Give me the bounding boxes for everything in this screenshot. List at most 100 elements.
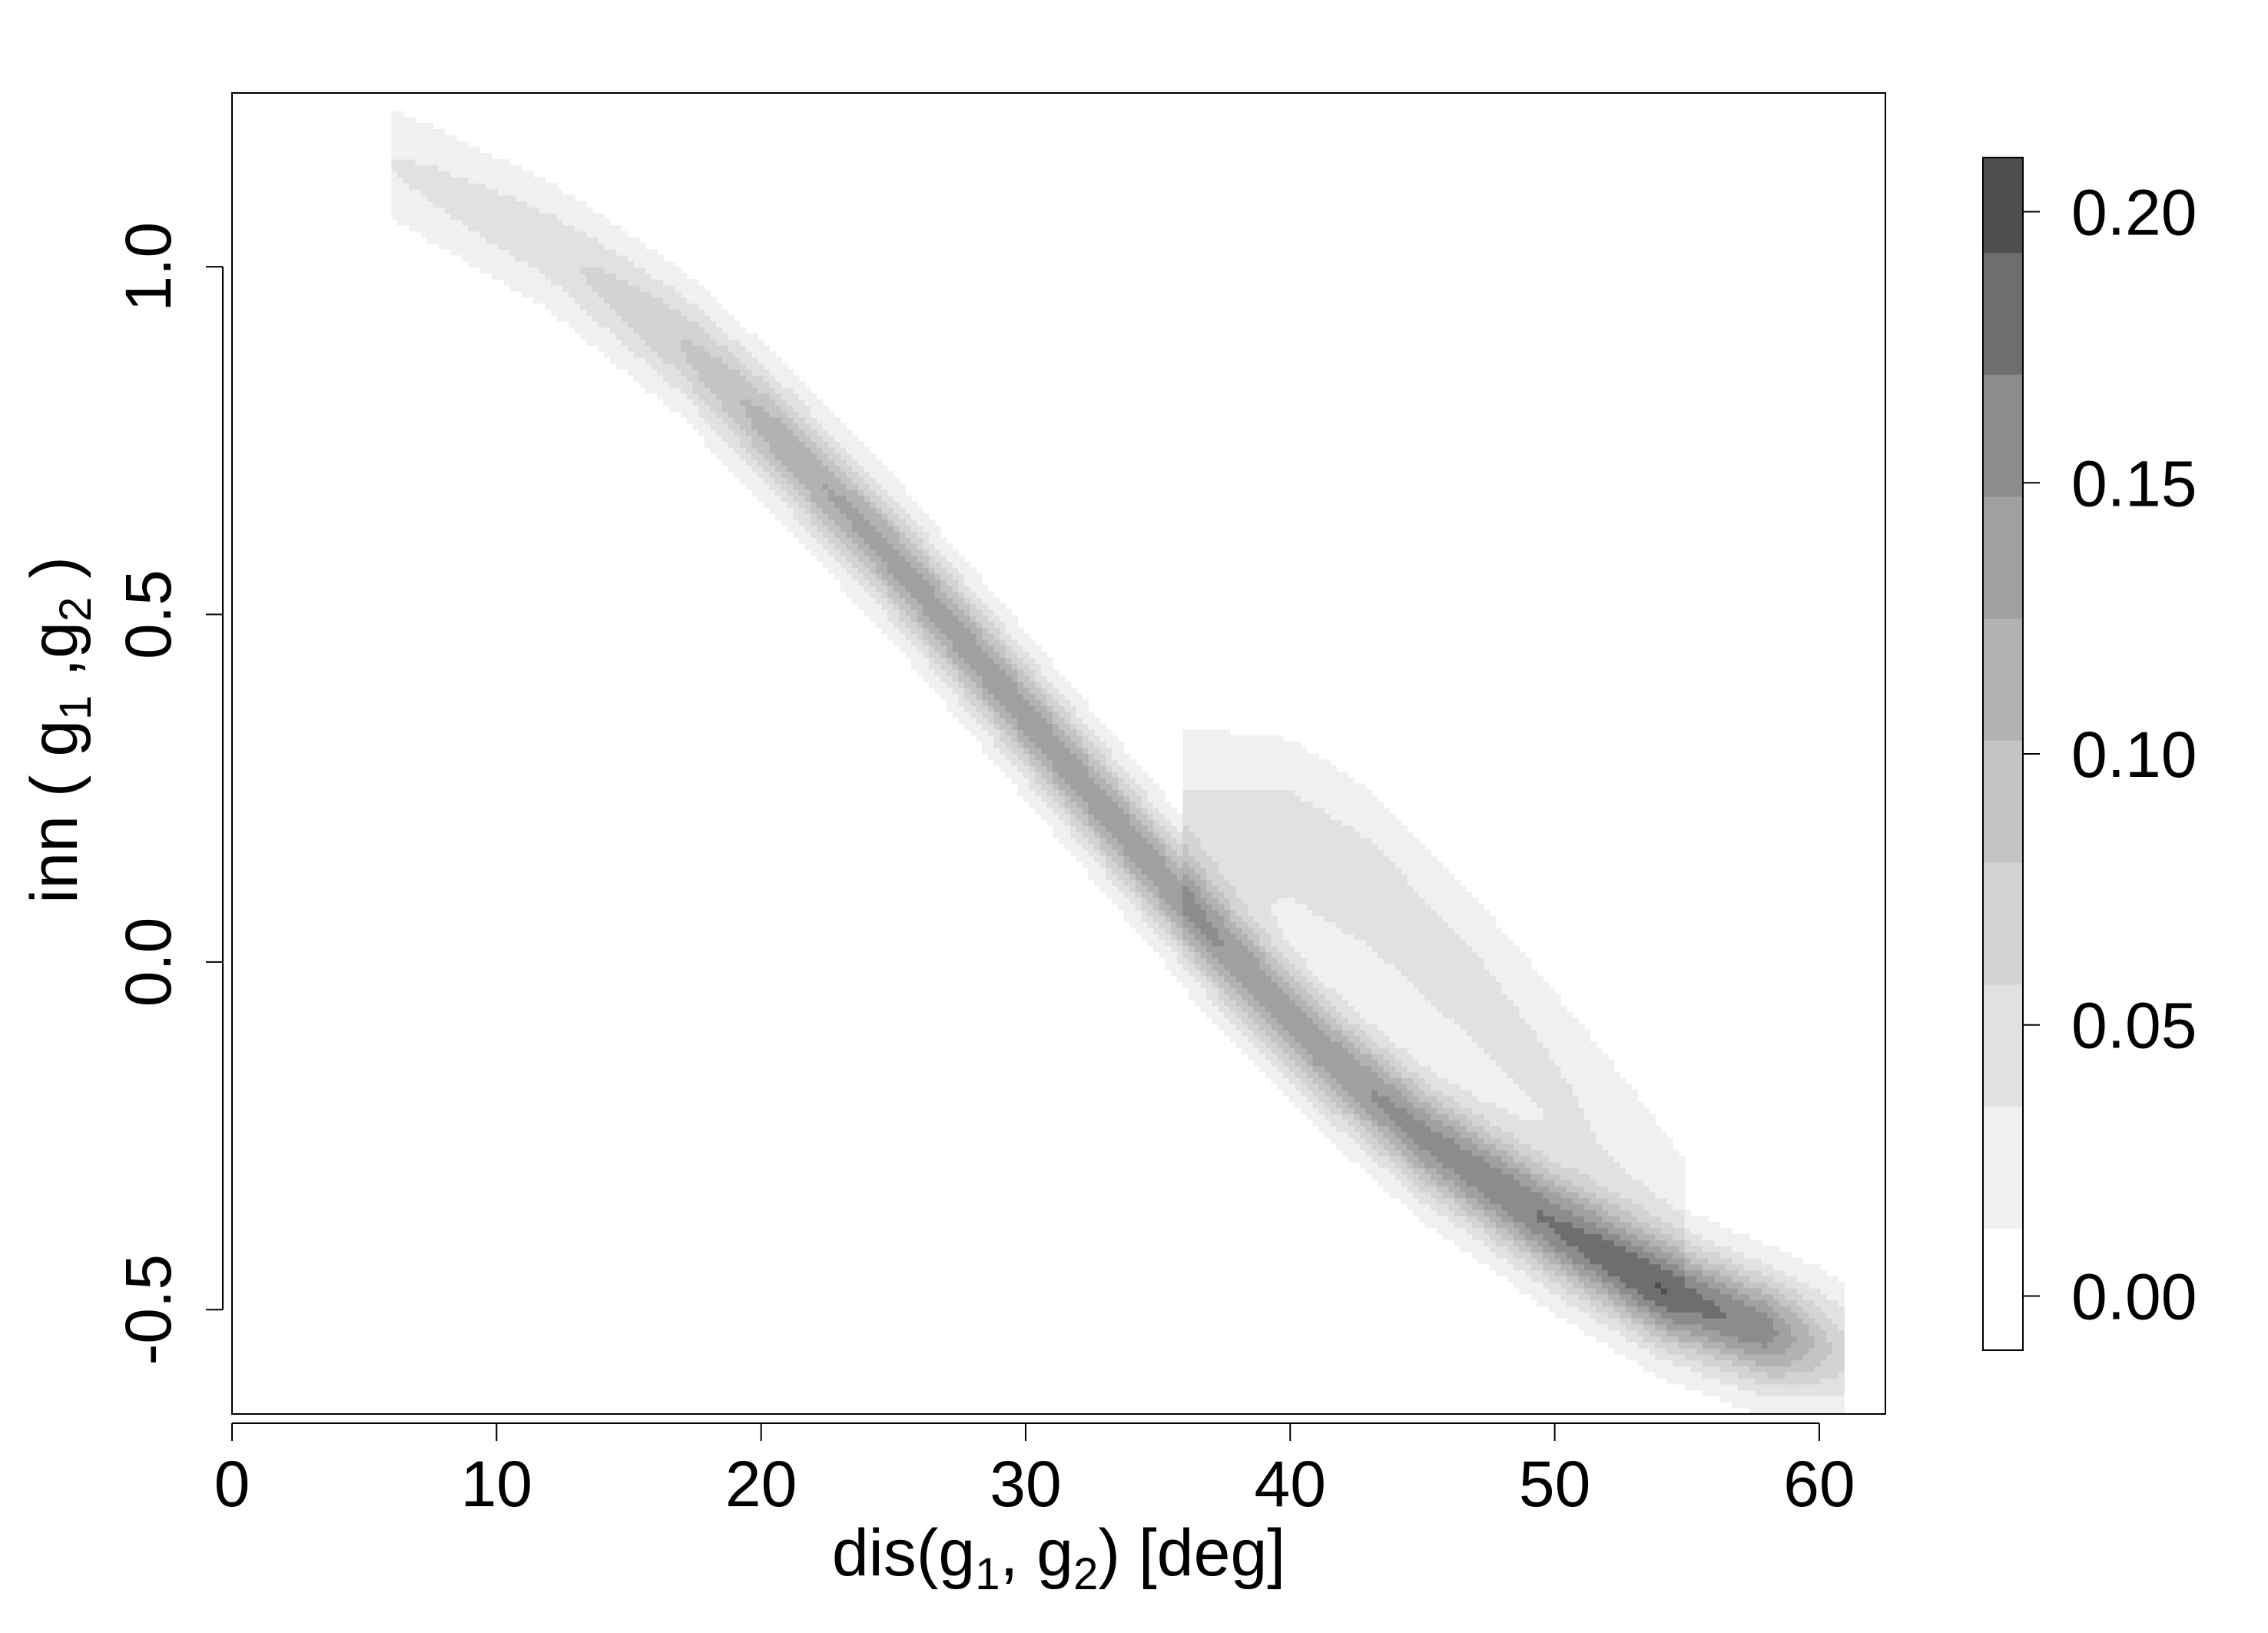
density-cell — [1017, 771, 1024, 778]
density-cell — [934, 555, 941, 563]
density-cell — [840, 489, 847, 496]
density-cell — [934, 687, 941, 694]
density-cell — [893, 507, 900, 514]
density-cell — [1271, 837, 1278, 845]
density-cell — [993, 693, 1000, 700]
density-cell — [793, 387, 800, 394]
density-cell — [1165, 807, 1172, 815]
density-cell — [586, 249, 593, 256]
density-cell — [692, 303, 699, 310]
density-cell — [1165, 921, 1172, 928]
density-cell — [1029, 802, 1036, 808]
density-cell — [1029, 645, 1036, 652]
density-cell — [1141, 849, 1148, 856]
density-cell — [1271, 915, 1278, 922]
density-cell — [769, 435, 776, 442]
density-cell — [940, 543, 947, 550]
density-cell — [1259, 1035, 1266, 1043]
density-cell — [1076, 837, 1083, 845]
density-cell — [569, 285, 575, 292]
density-cell — [420, 123, 428, 130]
density-cell — [1301, 825, 1308, 832]
density-cell — [811, 501, 817, 508]
density-cell — [734, 357, 741, 364]
density-cell — [1348, 849, 1354, 856]
density-cell — [1159, 921, 1166, 928]
density-cell — [1336, 825, 1343, 832]
density-cell — [804, 393, 811, 400]
density-cell — [663, 327, 670, 334]
density-cell — [1288, 741, 1296, 748]
density-cell — [509, 219, 516, 226]
density-cell — [1336, 1084, 1343, 1090]
density-cell — [1265, 969, 1272, 977]
density-cell — [846, 591, 853, 598]
density-cell — [811, 549, 817, 556]
density-cell — [899, 609, 906, 616]
density-cell — [1306, 1084, 1314, 1090]
density-cell — [686, 405, 694, 412]
density-cell — [1301, 879, 1308, 886]
density-cell — [834, 465, 841, 472]
density-cell — [663, 279, 670, 286]
density-cell — [532, 237, 540, 244]
density-cell — [934, 591, 941, 598]
density-cell — [952, 699, 959, 706]
density-cell — [1029, 753, 1036, 760]
density-cell — [1141, 921, 1148, 928]
density-cell — [1206, 729, 1213, 736]
density-cell — [403, 117, 410, 124]
density-cell — [846, 531, 853, 538]
density-cell — [403, 189, 410, 196]
density-cell — [527, 194, 534, 202]
density-cell — [651, 303, 658, 310]
density-cell — [1152, 813, 1160, 821]
density-cell — [1312, 819, 1319, 826]
density-cell — [1277, 909, 1284, 917]
density-cell — [1194, 771, 1202, 778]
density-cell — [1005, 621, 1013, 629]
density-cell — [840, 501, 847, 508]
density-cell — [539, 219, 545, 226]
density-cell — [1152, 819, 1160, 826]
density-cell — [1336, 1090, 1343, 1097]
density-cell — [1176, 958, 1183, 964]
density-cell — [503, 237, 510, 244]
density-cell — [686, 327, 694, 334]
density-cell — [479, 231, 487, 238]
density-cell — [651, 279, 658, 286]
density-cell — [1277, 813, 1284, 821]
density-cell — [1159, 825, 1166, 832]
density-cell — [1212, 837, 1219, 845]
density-cell — [420, 231, 428, 238]
density-cell — [444, 194, 451, 202]
density-cell — [798, 471, 806, 478]
density-cell — [444, 201, 451, 208]
density-cell — [964, 657, 971, 664]
density-cell — [1271, 909, 1278, 917]
density-cell — [864, 555, 870, 563]
density-cell — [403, 123, 410, 130]
density-cell — [834, 471, 841, 478]
density-cell — [781, 519, 788, 526]
density-cell — [816, 483, 824, 490]
density-cell — [1165, 928, 1172, 934]
density-cell — [1324, 1107, 1331, 1114]
density-cell — [846, 525, 853, 532]
density-cell — [798, 441, 806, 448]
density-cell — [1206, 999, 1213, 1007]
density-cell — [1301, 951, 1308, 958]
density-cell — [651, 381, 658, 388]
density-cell — [840, 441, 847, 448]
density-cell — [1147, 891, 1154, 898]
density-cell — [1295, 789, 1301, 796]
density-cell — [1218, 747, 1225, 755]
density-cell — [1318, 795, 1325, 802]
density-cell — [745, 333, 752, 340]
density-cell — [1011, 717, 1018, 725]
density-cell — [1106, 795, 1112, 802]
density-cell — [1106, 831, 1112, 838]
density-cell — [1082, 795, 1089, 802]
density-cell — [1200, 849, 1207, 856]
density-cell — [1341, 819, 1349, 826]
